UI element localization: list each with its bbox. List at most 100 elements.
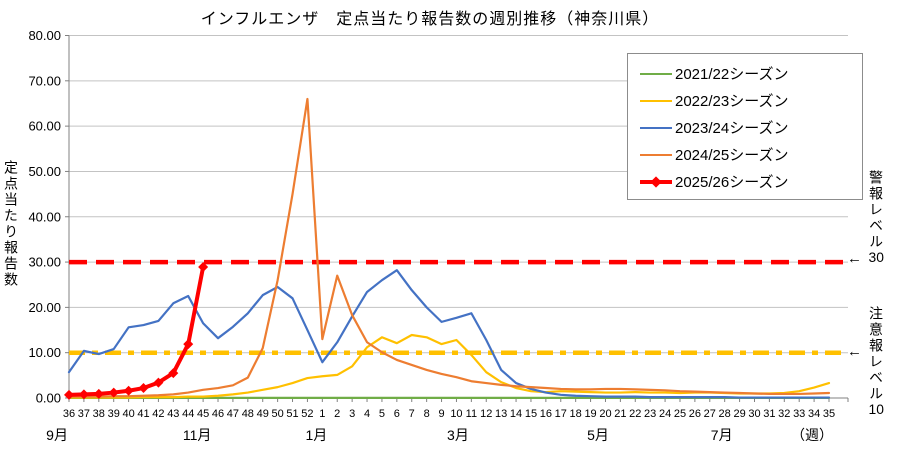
x-tick-label: 26 (689, 408, 701, 420)
series-line-2025-26 (67, 265, 206, 397)
legend-line-sample (640, 72, 672, 75)
month-label: 7月 (711, 427, 733, 443)
caution-level-label: 注意報レベル10 (868, 306, 884, 416)
x-tick-label: 22 (629, 408, 641, 420)
series-marker-diamond (123, 385, 134, 396)
series-line-2023-24 (67, 269, 831, 399)
x-tick-label: 34 (808, 408, 820, 420)
series-marker-diamond (198, 262, 209, 273)
chart-title: インフルエンザ 定点当たり報告数の週別推移（神奈川県） (200, 11, 660, 28)
month-label: 3月 (447, 427, 469, 443)
x-tick-label: 27 (704, 408, 716, 420)
x-tick-label: 9 (438, 408, 444, 420)
x-tick-label: 28 (719, 408, 731, 420)
legend-label: 2025/26シーズン (675, 174, 789, 191)
x-tick-label: 52 (301, 408, 313, 420)
warning-line-arrow-icon: ← (847, 250, 862, 267)
y-tick-label: 50.00 (28, 164, 61, 179)
legend-line-sample (640, 153, 672, 156)
x-tick-label: 18 (570, 408, 582, 420)
legend-item: 2025/26シーズン (640, 168, 856, 195)
y-tick-label: 30.00 (28, 255, 61, 270)
x-tick-label: 12 (480, 408, 492, 420)
caution-line-arrow-icon: ← (847, 343, 862, 360)
series-marker-diamond (153, 377, 164, 388)
x-tick-label: 38 (93, 408, 105, 420)
x-tick-label: 15 (525, 408, 537, 420)
x-tick-label: 30 (748, 408, 760, 420)
legend-diamond-marker (650, 175, 662, 188)
month-label: 11月 (183, 427, 212, 443)
x-tick-label: 24 (659, 408, 671, 420)
x-tick-label: 25 (674, 408, 686, 420)
x-tick-label: 43 (167, 408, 179, 420)
legend-item: 2022/23シーズン (640, 87, 856, 114)
series-marker-diamond (78, 389, 89, 400)
x-tick-label: 20 (599, 408, 611, 420)
month-label: 1月 (305, 427, 327, 443)
x-tick-label: 36 (63, 408, 75, 420)
x-tick-label: 42 (152, 408, 164, 420)
x-tick-label: 32 (778, 408, 790, 420)
y-tick-label: 60.00 (28, 119, 61, 134)
legend-line-sample (640, 126, 672, 129)
x-tick-label: 10 (450, 408, 462, 420)
x-tick-label: 23 (644, 408, 656, 420)
y-tick-label: 80.00 (28, 28, 61, 43)
series-marker-diamond (168, 368, 179, 379)
legend-label: 2024/25シーズン (675, 147, 789, 164)
caution-level-value: 10 (868, 402, 884, 416)
x-tick-label: 13 (495, 408, 507, 420)
x-tick-label: 17 (555, 408, 567, 420)
x-tick-label: 48 (242, 408, 254, 420)
x-tick-label: 37 (78, 408, 90, 420)
x-tick-label: 5 (379, 408, 385, 420)
x-tick-label: 50 (272, 408, 284, 420)
x-tick-label: 11 (466, 408, 477, 420)
series-line-2022-23 (67, 333, 831, 399)
y-tick-label: 40.00 (28, 209, 61, 224)
x-tick-label: 44 (182, 408, 194, 420)
x-tick-label: 49 (257, 408, 269, 420)
y-tick-label: 70.00 (28, 73, 61, 88)
y-axis-title: 定点当たり報告数 (3, 160, 19, 288)
x-tick-label: 4 (364, 408, 370, 420)
x-tick-label: 31 (763, 408, 775, 420)
x-tick-label: 33 (793, 408, 805, 420)
series-marker-diamond (183, 339, 194, 350)
x-tick-label: 3 (349, 408, 355, 420)
legend-label: 2021/22シーズン (675, 66, 789, 83)
x-axis-unit-label: （週） (791, 427, 833, 443)
legend-item: 2024/25シーズン (640, 141, 856, 168)
x-tick-label: 6 (394, 408, 400, 420)
y-tick-label: 20.00 (28, 300, 61, 315)
x-tick-label: 1 (319, 408, 325, 420)
y-tick-label: 10.00 (28, 345, 61, 360)
x-tick-label: 16 (540, 408, 552, 420)
x-tick-label: 19 (584, 408, 596, 420)
x-tick-label: 29 (733, 408, 745, 420)
series-marker-diamond (64, 389, 74, 400)
series-marker-diamond (138, 383, 149, 394)
series-marker-diamond (93, 388, 104, 399)
legend: 2021/22シーズン 2022/23シーズン 2023/24シーズン 2024/25… (627, 53, 863, 200)
series-line-2024-25 (67, 97, 831, 398)
legend-item: 2023/24シーズン (640, 114, 856, 141)
series-marker-diamond (108, 387, 119, 398)
legend-line-sample (640, 175, 672, 188)
x-tick-label: 47 (227, 408, 239, 420)
x-tick-label: 45 (197, 408, 209, 420)
x-tick-label: 46 (212, 408, 224, 420)
legend-line-sample (640, 99, 672, 102)
x-tick-label: 8 (424, 408, 430, 420)
x-tick-label: 39 (108, 408, 120, 420)
x-tick-label: 40 (122, 408, 134, 420)
x-tick-label: 7 (409, 408, 415, 420)
x-tick-label: 51 (286, 408, 298, 420)
month-label: 5月 (587, 427, 609, 443)
x-tick-label: 41 (137, 408, 149, 420)
legend-item: 2021/22シーズン (640, 60, 856, 87)
x-tick-label: 21 (614, 408, 626, 420)
